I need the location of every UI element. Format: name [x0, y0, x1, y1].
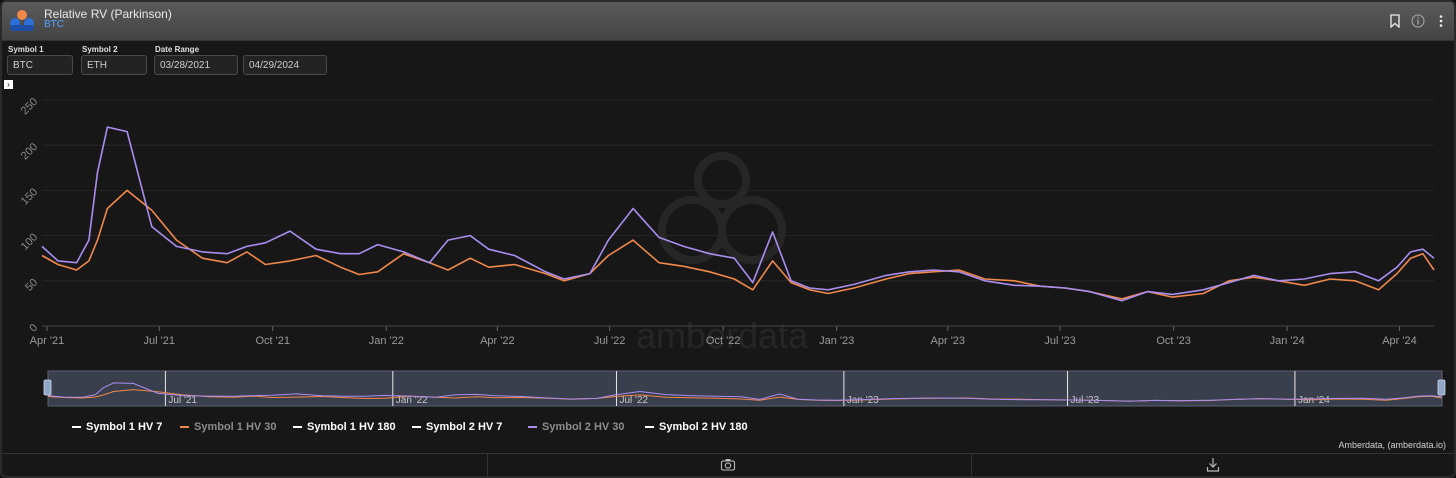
controls-bar: Symbol 1 BTC Symbol 2 ETH Date Range 03/…: [2, 42, 402, 82]
footer-divider: [487, 454, 488, 476]
legend-label: Symbol 2 HV 30: [542, 421, 625, 433]
y-tick-label: 250: [19, 96, 40, 117]
watermark-text: amberdata: [636, 315, 809, 352]
symbol2-input[interactable]: ETH: [81, 55, 147, 75]
legend-label: Symbol 1 HV 180: [307, 421, 396, 433]
x-tick-label: Apr '23: [931, 335, 966, 347]
x-tick-label: Jul '21: [144, 335, 175, 347]
amberdata-logo-icon: [10, 10, 34, 31]
navigator-tick-label: Jul '22: [619, 395, 648, 406]
legend-item[interactable]: Symbol 1 HV 30: [180, 421, 277, 433]
chart-credit: Amberdata, (amberdata.io): [1338, 440, 1446, 450]
watermark-logo-icon: [694, 152, 750, 208]
legend-label: Symbol 2 HV 180: [659, 421, 748, 433]
legend-swatch: [645, 426, 654, 429]
x-tick-label: Oct '21: [256, 335, 291, 347]
legend-item[interactable]: Symbol 2 HV 180: [645, 421, 748, 433]
legend-item[interactable]: Symbol 1 HV 180: [293, 421, 396, 433]
symbol2-label: Symbol 2: [82, 45, 118, 54]
page-subtitle: BTC: [44, 19, 64, 30]
x-tick-label: Oct '23: [1156, 335, 1191, 347]
legend-swatch: [72, 426, 81, 429]
date-range-end-input[interactable]: 04/29/2024: [243, 55, 327, 75]
legend-item[interactable]: Symbol 2 HV 7: [412, 421, 502, 433]
expand-chevron-icon[interactable]: ›: [4, 80, 13, 89]
date-range-label: Date Range: [155, 45, 200, 54]
series-line-symbol-2-hv-30: [41, 126, 1435, 302]
footer-divider: [971, 454, 972, 476]
navigator-tick-label: Jul '21: [168, 395, 197, 406]
download-icon[interactable]: [1205, 454, 1221, 477]
x-tick-label: Oct '22: [706, 335, 741, 347]
x-tick-label: Apr '22: [480, 335, 515, 347]
page-title: Relative RV (Parkinson): [44, 7, 172, 21]
legend-swatch: [180, 426, 189, 429]
navigator-left-handle[interactable]: [43, 379, 52, 396]
navigator-tick-label: Jan '23: [847, 395, 879, 406]
legend-item[interactable]: Symbol 2 HV 30: [528, 421, 625, 433]
x-tick-label: Jan '22: [369, 335, 404, 347]
navigator-tick-label: Jan '24: [1298, 395, 1330, 406]
x-tick-label: Jan '23: [819, 335, 854, 347]
x-tick-label: Apr '24: [1382, 335, 1417, 347]
y-tick-label: 50: [23, 277, 40, 294]
navigator-selection: [47, 370, 1443, 407]
navigator-right-handle[interactable]: [1437, 379, 1446, 396]
date-range-start-input[interactable]: 03/28/2021: [154, 55, 238, 75]
x-tick-label: Jan '24: [1270, 335, 1305, 347]
symbol1-label: Symbol 1: [8, 45, 44, 54]
legend-label: Symbol 1 HV 7: [86, 421, 163, 433]
navigator-chart[interactable]: Jul '21 Jan '22 Jul '22 Jan '23 Jul '23 Jan '…: [2, 368, 1452, 410]
watermark-logo-icon: [718, 196, 786, 264]
legend-label: Symbol 2 HV 7: [426, 421, 503, 433]
navigator-tick-label: Jan '22: [396, 395, 428, 406]
legend-swatch: [293, 426, 302, 429]
y-tick-label: 200: [19, 141, 40, 162]
x-tick-label: Jul '23: [1044, 335, 1075, 347]
legend-item[interactable]: Symbol 1 HV 7: [72, 421, 162, 433]
legend-label: Symbol 1 HV 30: [194, 421, 277, 433]
y-tick-label: 100: [19, 231, 40, 252]
navigator-series-line: [47, 382, 1443, 402]
y-tick-label: 0: [27, 322, 40, 335]
x-tick-label: Jul '22: [594, 335, 625, 347]
watermark-logo-icon: [658, 196, 726, 264]
y-tick-label: 150: [19, 186, 40, 207]
legend-swatch: [528, 426, 537, 429]
info-icon[interactable]: [1411, 14, 1425, 28]
watermark: amberdata: [636, 152, 809, 352]
title-bar: Relative RV (Parkinson) BTC: [2, 2, 1454, 41]
camera-icon[interactable]: [720, 454, 736, 477]
menu-icon[interactable]: [1434, 14, 1448, 28]
footer-bar: [2, 453, 1454, 477]
symbol1-input[interactable]: BTC: [7, 55, 73, 75]
main-chart: amberdata 0 50 100 150 200 250 Apr '21 Jul '21 Oc…: [19, 96, 1435, 352]
legend-swatch: [412, 426, 421, 429]
x-tick-label: Apr '21: [30, 335, 65, 347]
bookmark-icon[interactable]: [1388, 14, 1402, 28]
